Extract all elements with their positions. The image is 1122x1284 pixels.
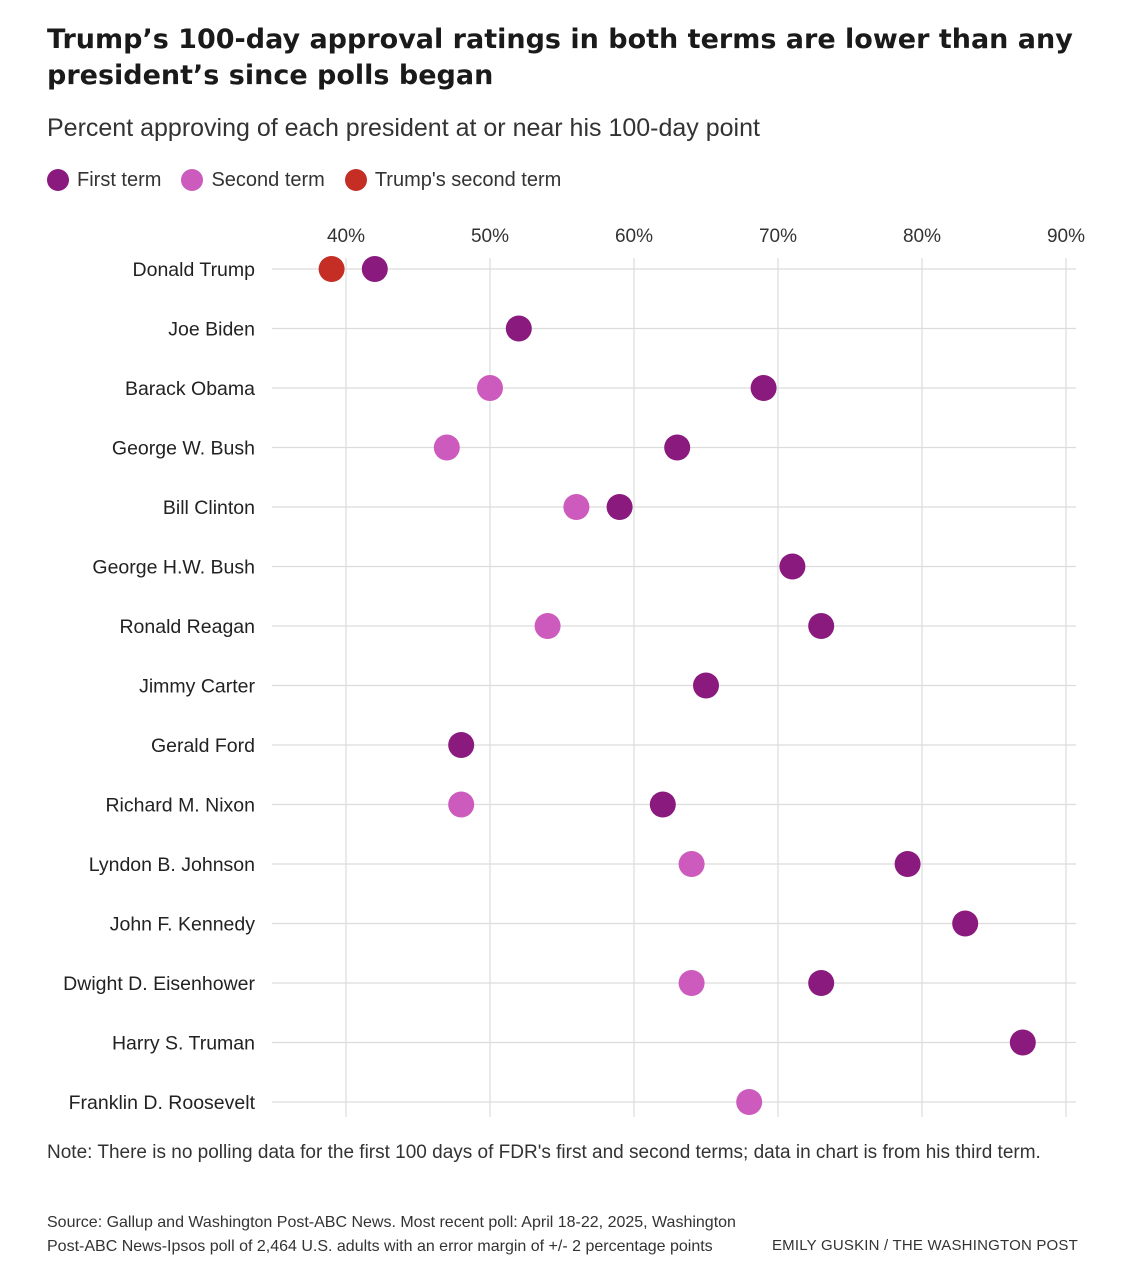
legend-item-second-term: Second term (181, 168, 325, 192)
president-label: Gerald Ford (151, 735, 255, 757)
dot-first-term (361, 256, 388, 282)
dot-first-term (448, 732, 475, 758)
dot-first-term (505, 315, 532, 342)
legend-label-second-term: Second term (211, 168, 325, 191)
legend-swatch-trump-second-term (344, 169, 367, 191)
dot-trump-s-second-term (318, 256, 345, 282)
chart-subtitle: Percent approving of each president at o… (47, 114, 760, 142)
dot-second-term (678, 851, 705, 877)
x-tick-label: 60% (615, 226, 653, 247)
dot-first-term (750, 375, 777, 401)
president-label: Jimmy Carter (139, 676, 255, 698)
president-label: Lyndon B. Johnson (89, 854, 255, 876)
dot-second-term (534, 613, 561, 639)
legend-item-first-term: First term (47, 169, 161, 192)
dot-second-term (563, 494, 590, 520)
dot-plot-chart: 40% 50% 60% 70% 80% 90% Donald Trump Joe Biden B… (63, 226, 1085, 1117)
president-label: Joe Biden (168, 319, 255, 341)
chart-source: Source: Gallup and Washington Post-ABC N… (47, 1214, 736, 1255)
dot-first-term (779, 553, 806, 580)
dot-first-term (664, 434, 691, 461)
dot-first-term (606, 494, 633, 520)
president-label: Barack Obama (125, 378, 255, 400)
president-label: Ronald Reagan (119, 616, 255, 638)
dot-second-term (433, 434, 460, 461)
legend-label-first-term: First term (77, 168, 162, 191)
president-label: Bill Clinton (163, 497, 255, 519)
chart-note: Note: There is no polling data for the f… (47, 1142, 1041, 1163)
dot-first-term (693, 672, 719, 699)
president-label: George H.W. Bush (92, 557, 255, 579)
dot-second-term (678, 970, 705, 996)
president-label: Harry S. Truman (112, 1033, 255, 1055)
president-label: John F. Kennedy (110, 914, 256, 936)
dot-first-term (808, 613, 835, 639)
legend-item-trump-second-term: Trump's second term (344, 168, 562, 192)
president-label: Donald Trump (133, 259, 256, 281)
president-label: Franklin D. Roosevelt (69, 1092, 256, 1114)
chart-credit: EMILY GUSKIN / THE WASHINGTON POST (771, 1237, 1078, 1254)
dot-second-term (477, 375, 503, 401)
president-label: George W. Bush (112, 438, 255, 460)
dot-first-term (894, 851, 921, 877)
dot-first-term (649, 791, 676, 818)
legend-swatch-first-term (47, 169, 69, 191)
president-label: Dwight D. Eisenhower (63, 973, 255, 995)
dot-first-term (808, 970, 835, 996)
dot-second-term (448, 791, 475, 818)
chart-title: Trump’s 100-day approval ratings in both… (47, 24, 1073, 91)
dot-second-term (736, 1089, 763, 1115)
president-label: Richard M. Nixon (105, 795, 255, 817)
x-tick-label: 40% (327, 226, 365, 247)
legend-label-trump-second-term: Trump's second term (374, 168, 562, 191)
legend-swatch-second-term (181, 169, 204, 191)
x-tick-label: 90% (1047, 226, 1085, 247)
x-tick-label: 50% (471, 226, 509, 247)
x-tick-label: 80% (903, 226, 941, 247)
x-tick-label: 70% (759, 226, 797, 247)
legend: First term Second term Trump's second te… (47, 166, 581, 194)
dot-first-term (1009, 1029, 1036, 1056)
dot-first-term (952, 910, 979, 937)
